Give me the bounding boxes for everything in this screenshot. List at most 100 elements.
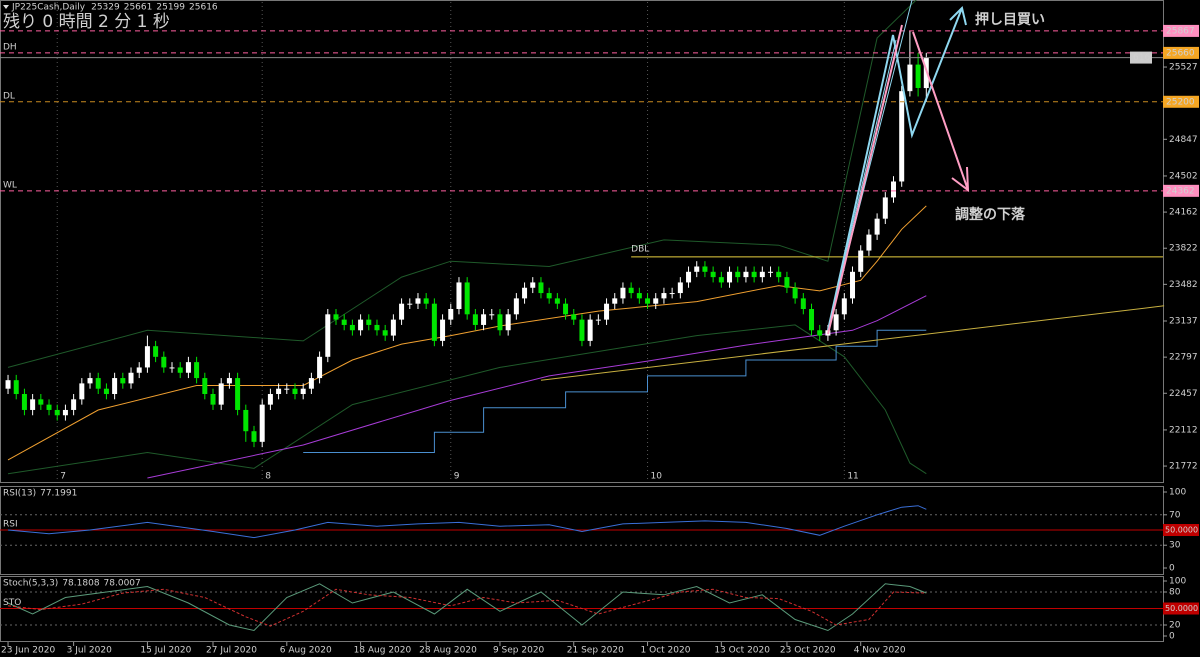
- y-tick-label: 21772: [1169, 462, 1198, 472]
- dbl-label: DBL: [631, 244, 649, 254]
- candle-body: [899, 91, 905, 182]
- level-box: [1163, 95, 1199, 108]
- indicator-line: [303, 329, 927, 453]
- level-value: 25867: [1166, 26, 1195, 36]
- candle-body: [341, 319, 347, 325]
- main-frame: [0, 0, 1164, 483]
- candle-body: [694, 266, 700, 272]
- y-tick-label: 24847: [1169, 135, 1198, 145]
- candle-body: [177, 367, 183, 373]
- candle-body: [202, 378, 208, 395]
- candle-body: [604, 303, 610, 320]
- header-high: 25661: [124, 3, 153, 13]
- candle-body: [300, 388, 306, 395]
- candle-body: [161, 356, 167, 368]
- candle-body: [833, 314, 839, 331]
- candle-body: [38, 399, 44, 405]
- annotation: 押し目買い: [975, 11, 1045, 28]
- candle-body: [54, 409, 60, 416]
- x-tick-label: 1 Oct 2020: [641, 646, 691, 656]
- candle-body: [686, 271, 692, 283]
- candle-body: [538, 282, 544, 294]
- level-value: 25200: [1166, 97, 1195, 107]
- level-box: [1163, 46, 1199, 59]
- candle-body: [858, 250, 864, 272]
- candle-body: [374, 324, 380, 331]
- drawing-blue: [827, 6, 967, 331]
- candle-body: [530, 282, 536, 288]
- x-tick-label: 23 Oct 2020: [780, 646, 836, 656]
- candle-body: [325, 314, 331, 357]
- header-open: 25329: [91, 3, 120, 13]
- y-tick-label: 22457: [1169, 389, 1198, 399]
- header-close: 25616: [189, 3, 218, 13]
- y-tick-label: 24162: [1169, 208, 1198, 218]
- indicator-line: [7, 205, 927, 461]
- candle-body: [743, 271, 749, 278]
- drawing-pink: [827, 24, 970, 335]
- countdown: 残り 0 時間 2 分 1 秒: [3, 12, 170, 32]
- candle-body: [440, 319, 446, 341]
- y-tick-label: 30: [1169, 541, 1181, 551]
- candle-body: [366, 319, 372, 325]
- candle-body: [891, 181, 897, 198]
- candle-body: [128, 372, 134, 384]
- level-box: [1163, 524, 1199, 537]
- candle-body: [169, 367, 175, 369]
- x-tick-label: 23 Jun 2020: [1, 646, 55, 656]
- candle-body: [809, 309, 815, 331]
- candle-body: [464, 282, 470, 315]
- y-tick-label: 25527: [1169, 63, 1198, 73]
- candle-body: [587, 319, 593, 341]
- candle-body: [243, 409, 249, 432]
- level-name: WL: [3, 180, 17, 190]
- x-tick-label: 28 Aug 2020: [419, 646, 477, 656]
- candle-body: [349, 324, 355, 331]
- indicator-value: 77.1991: [40, 489, 77, 499]
- candle-body: [735, 271, 741, 278]
- candle-body: [210, 394, 216, 405]
- candle-body: [333, 314, 339, 320]
- candle-body: [554, 298, 560, 304]
- candle-body: [292, 388, 298, 395]
- y-tick-label: 23822: [1169, 244, 1198, 254]
- indicator-line: [540, 305, 1165, 381]
- y-tick-label: 24502: [1169, 171, 1198, 181]
- candle-body: [866, 234, 872, 251]
- candle-body: [415, 298, 421, 304]
- candle-body: [915, 64, 921, 88]
- symbol: JP225Cash,Daily: [11, 3, 86, 13]
- candle-body: [841, 298, 847, 315]
- candle-body: [817, 330, 823, 336]
- indicator-line: [147, 295, 927, 479]
- candle-body: [407, 303, 413, 305]
- period-label: 10: [651, 472, 663, 482]
- indicator-value: 78.1808: [62, 579, 99, 589]
- candle-body: [669, 293, 675, 295]
- candle-body: [579, 319, 585, 341]
- candle-body: [710, 271, 716, 278]
- candle-body: [522, 287, 528, 299]
- level-label: 50.0000: [1165, 604, 1198, 613]
- y-tick-label: 100: [1169, 577, 1186, 587]
- y-tick-label: 0: [1169, 563, 1175, 573]
- candle-body: [276, 388, 282, 395]
- candle-body: [13, 380, 19, 395]
- x-tick-label: 18 Aug 2020: [354, 646, 412, 656]
- level-label: 50.0000: [1165, 526, 1198, 535]
- indicator-value: 78.0007: [104, 579, 141, 589]
- period-label: 9: [454, 472, 460, 482]
- candle-body: [95, 378, 101, 389]
- candle-body: [153, 346, 159, 357]
- candle-body: [5, 380, 11, 389]
- candle-body: [87, 378, 93, 384]
- y-tick-label: 22797: [1169, 353, 1198, 363]
- y-tick-label: 70: [1169, 510, 1181, 520]
- indicator-line: [7, 583, 927, 632]
- level-value: 25660: [1166, 48, 1195, 58]
- level-name: DH: [3, 42, 17, 52]
- candle-body: [907, 64, 913, 92]
- candle-body: [136, 367, 142, 373]
- candle-body: [628, 287, 634, 294]
- candle-body: [768, 271, 774, 273]
